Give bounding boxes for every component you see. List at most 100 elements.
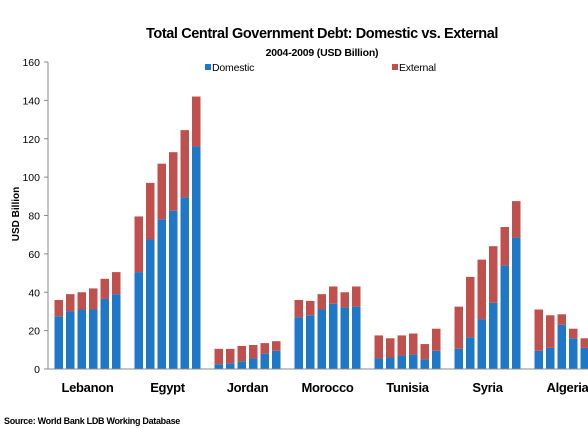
bar-domestic-jordan-4 (249, 358, 258, 369)
y-tick-label: 120 (22, 134, 40, 146)
bar-external-jordan-4 (249, 345, 258, 359)
bar-domestic-morocco-5 (340, 307, 349, 369)
y-tick-label: 80 (28, 211, 40, 223)
bar-external-tunisia-2 (386, 338, 395, 358)
bar-domestic-jordan-2 (226, 363, 235, 369)
category-label-tunisia: Tunisia (386, 380, 430, 395)
bar-domestic-algeria-3 (557, 324, 566, 369)
bar-domestic-morocco-4 (329, 303, 338, 369)
bar-domestic-lebanon-3 (77, 309, 86, 369)
bar-domestic-jordan-5 (260, 353, 269, 369)
bar-domestic-syria-1 (454, 348, 463, 369)
bar-domestic-syria-3 (477, 319, 486, 369)
bar-external-morocco-2 (306, 300, 315, 316)
bar-external-lebanon-5 (100, 278, 109, 299)
bar-external-algeria-4 (569, 328, 578, 339)
bar-domestic-tunisia-4 (409, 354, 418, 369)
bar-domestic-morocco-2 (306, 315, 315, 369)
bar-domestic-morocco-3 (317, 309, 326, 369)
bar-domestic-morocco-1 (294, 317, 303, 369)
bar-external-morocco-5 (340, 292, 349, 308)
bar-external-algeria-2 (546, 315, 555, 348)
bar-domestic-egypt-4 (169, 210, 178, 369)
bar-external-egypt-3 (157, 163, 166, 220)
bar-domestic-lebanon-6 (112, 294, 121, 369)
bar-domestic-syria-4 (489, 302, 498, 369)
bar-domestic-egypt-1 (134, 272, 143, 369)
bar-external-tunisia-5 (420, 344, 429, 360)
bar-domestic-tunisia-3 (397, 355, 406, 369)
bar-domestic-lebanon-5 (100, 298, 109, 369)
bar-domestic-lebanon-4 (89, 309, 98, 369)
y-tick-label: 160 (22, 57, 40, 69)
bar-external-egypt-1 (134, 216, 143, 273)
bar-external-tunisia-4 (409, 333, 418, 355)
legend-label-external: External (399, 62, 436, 74)
category-label-morocco: Morocco (301, 380, 353, 395)
category-label-egypt: Egypt (150, 380, 186, 395)
chart-subtitle: 2004-2009 (USD Billion) (266, 47, 379, 59)
bar-external-jordan-1 (214, 348, 223, 365)
bar-external-syria-2 (466, 276, 475, 338)
bar-domestic-syria-2 (466, 337, 475, 369)
bar-domestic-jordan-3 (237, 361, 246, 369)
bar-external-syria-3 (477, 259, 486, 320)
bar-external-syria-4 (489, 246, 498, 303)
bar-external-lebanon-3 (77, 292, 86, 310)
bar-domestic-morocco-6 (352, 306, 361, 369)
bar-domestic-algeria-2 (546, 347, 555, 369)
bar-external-morocco-3 (317, 294, 326, 310)
bar-domestic-jordan-6 (272, 350, 281, 369)
y-tick-label: 40 (28, 287, 40, 299)
bar-external-jordan-2 (226, 348, 235, 364)
bar-domestic-tunisia-2 (386, 357, 395, 369)
bar-external-lebanon-6 (112, 272, 121, 295)
category-labels: Lebanon Egypt Jordan Morocco Tunisia Syria Alg… (61, 380, 588, 395)
bar-external-lebanon-4 (89, 288, 98, 310)
bar-external-algeria-5 (580, 338, 588, 348)
source-note: Source: World Bank LDB Working Database (4, 416, 180, 426)
bar-domestic-egypt-3 (157, 219, 166, 369)
bar-domestic-algeria-5 (580, 347, 588, 369)
bar-external-lebanon-1 (54, 299, 63, 317)
bar-external-algeria-3 (557, 314, 566, 325)
y-tick-label: 140 (22, 95, 40, 107)
category-label-jordan: Jordan (227, 380, 269, 395)
bars (54, 96, 588, 369)
bar-domestic-egypt-2 (146, 239, 155, 369)
bar-external-algeria-1 (534, 309, 543, 351)
bar-external-lebanon-2 (66, 294, 75, 312)
bar-domestic-jordan-1 (214, 364, 223, 369)
bar-external-morocco-6 (352, 286, 361, 307)
bar-external-morocco-1 (294, 299, 303, 318)
category-label-algeria: Algeria (547, 380, 588, 395)
bar-external-jordan-3 (237, 345, 246, 362)
category-label-lebanon: Lebanon (61, 380, 113, 395)
y-axis-ticks: 0 20 40 60 80 100 120 140 160 (22, 57, 48, 376)
bar-external-egypt-5 (180, 130, 189, 198)
bar-external-tunisia-1 (374, 335, 383, 359)
y-tick-label: 0 (34, 364, 40, 376)
bar-domestic-tunisia-6 (432, 350, 441, 369)
bar-domestic-tunisia-5 (420, 359, 429, 369)
bar-domestic-lebanon-2 (66, 311, 75, 369)
bar-domestic-lebanon-1 (54, 316, 63, 369)
y-tick-label: 20 (28, 326, 40, 338)
category-label-syria: Syria (472, 380, 503, 395)
bar-domestic-tunisia-1 (374, 358, 383, 369)
bar-domestic-egypt-5 (180, 197, 189, 369)
legend-swatch-domestic (205, 64, 211, 70)
bar-external-syria-1 (454, 306, 463, 349)
legend-label-domestic: Domestic (212, 62, 254, 74)
bar-external-egypt-6 (192, 96, 201, 147)
bar-external-syria-5 (500, 227, 509, 266)
bar-domestic-algeria-1 (534, 350, 543, 369)
y-tick-label: 100 (22, 172, 40, 184)
bar-external-syria-6 (512, 201, 521, 238)
legend: Domestic External (205, 62, 436, 74)
bar-domestic-algeria-4 (569, 338, 578, 369)
bar-external-jordan-6 (272, 341, 281, 351)
bar-domestic-syria-5 (500, 265, 509, 369)
bar-external-tunisia-3 (397, 335, 406, 356)
bar-external-tunisia-6 (432, 328, 441, 351)
